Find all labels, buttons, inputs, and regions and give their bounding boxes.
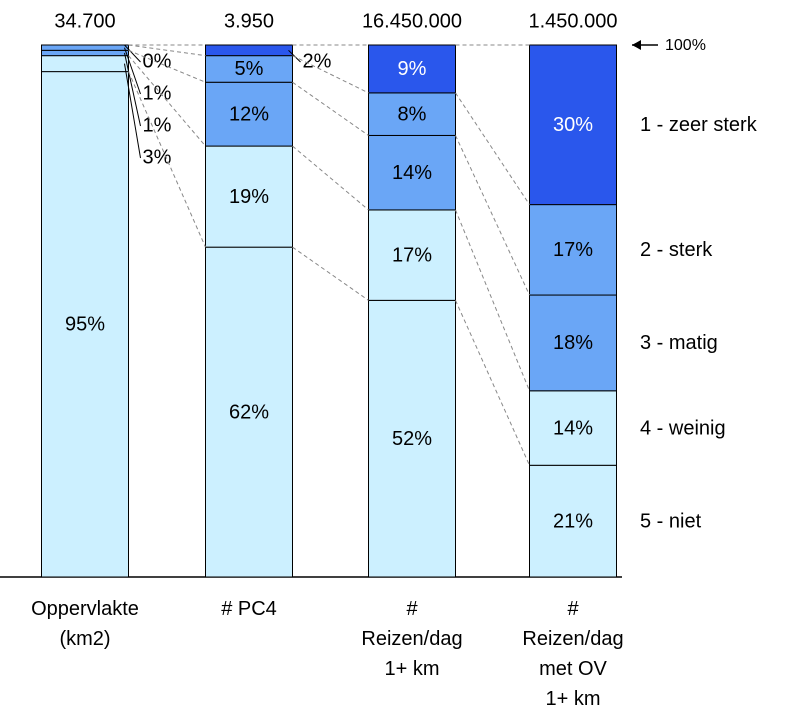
x-tick-label: Oppervlakte (km2) (31, 598, 139, 650)
x-tick-label: # Reizen/dag 1+ km (361, 598, 462, 680)
leader-line (124, 52, 141, 127)
data-label: 14% (553, 417, 593, 439)
connector (292, 55, 369, 94)
connector (292, 81, 369, 136)
bar-segment (41, 71, 129, 578)
data-label: 2% (303, 50, 332, 72)
bar-segment (529, 204, 617, 296)
data-label: 17% (392, 244, 432, 266)
bar-segment (368, 134, 456, 211)
connector (455, 135, 530, 296)
data-label: 62% (229, 401, 269, 423)
data-label: 5% (235, 58, 264, 80)
leader-line (124, 44, 141, 63)
data-label: 9% (398, 58, 427, 80)
annotation: 100% (665, 37, 706, 54)
connector (292, 145, 369, 211)
connector (292, 246, 369, 301)
bar-segment (529, 44, 617, 206)
leader-line (124, 47, 141, 95)
bar-segment (205, 145, 293, 248)
x-tick-label: # PC4 (221, 598, 277, 620)
data-label: 19% (229, 186, 269, 208)
bar-segment (368, 44, 456, 94)
bar-segment (368, 299, 456, 578)
connector (455, 92, 530, 205)
bar-segment (41, 49, 129, 57)
data-label: 8% (398, 103, 427, 125)
data-label: 95% (65, 314, 105, 336)
data-label: 18% (553, 332, 593, 354)
leader-line (124, 63, 141, 159)
legend-label: 5 - niet (640, 510, 702, 532)
connector (455, 209, 530, 391)
bar-segment (205, 44, 293, 57)
bar-segment (368, 209, 456, 301)
total-label: 16.450.000 (362, 10, 462, 32)
total-label: 3.950 (224, 10, 274, 32)
data-label: 1% (143, 82, 172, 104)
legend-label: 1 - zeer sterk (640, 114, 758, 136)
arrow-head (632, 40, 641, 50)
total-label: 1.450.000 (529, 10, 618, 32)
data-label: 1% (143, 114, 172, 136)
bar-segment (368, 92, 456, 136)
legend-label: 3 - matig (640, 332, 718, 354)
data-label: 3% (143, 146, 172, 168)
x-tick-label: # Reizen/dag met OV 1+ km (522, 598, 623, 710)
connector (128, 44, 206, 57)
bar-segment (205, 246, 293, 578)
connector (128, 71, 206, 248)
bar-segment (41, 55, 129, 73)
data-label: 30% (553, 114, 593, 136)
bar-segment (529, 464, 617, 578)
data-label: 12% (229, 103, 269, 125)
data-label: 52% (392, 428, 432, 450)
bar-segment (529, 294, 617, 392)
connector (128, 55, 206, 147)
data-label: 21% (553, 510, 593, 532)
total-label: 34.700 (54, 10, 115, 32)
bar-segment (41, 44, 129, 51)
data-label: 17% (553, 239, 593, 261)
connector (455, 300, 530, 466)
data-label: 0% (143, 50, 172, 72)
data-label: 14% (392, 162, 432, 184)
legend-label: 4 - weinig (640, 417, 726, 439)
legend-label: 2 - sterk (640, 239, 713, 261)
